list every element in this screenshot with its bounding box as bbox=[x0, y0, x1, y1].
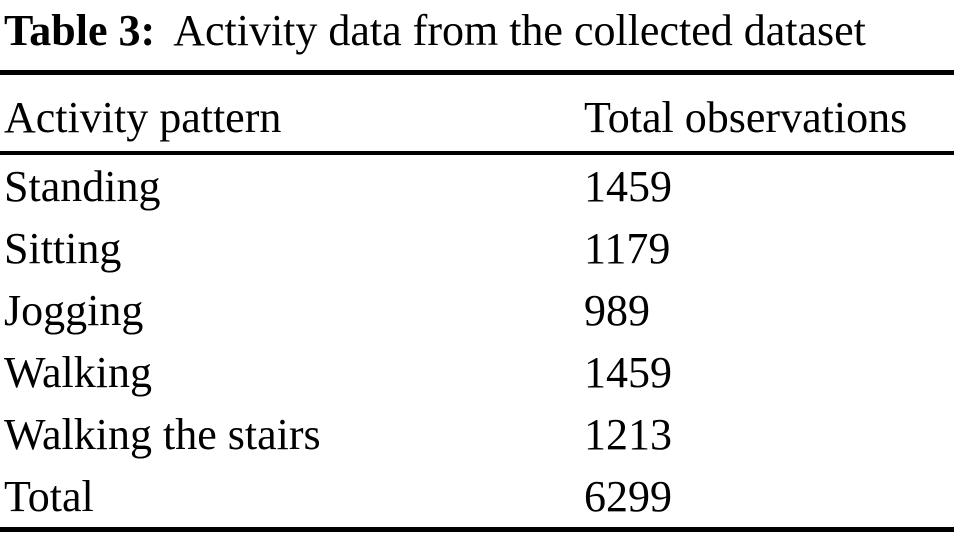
table-caption-label: Table 3: bbox=[4, 6, 156, 55]
table-header: Activity pattern Total observations bbox=[0, 72, 954, 155]
activity-cell: Sitting bbox=[4, 223, 122, 273]
observations-cell: 989 bbox=[584, 285, 650, 335]
observations-cell: 1213 bbox=[584, 409, 672, 459]
table-row: Sitting 1179 bbox=[0, 217, 954, 279]
column-header-activity-pattern: Activity pattern bbox=[0, 72, 584, 155]
table-row: Walking the stairs 1213 bbox=[0, 403, 954, 465]
table-body: Standing 1459 Sitting 1179 Jogging 989 W… bbox=[0, 153, 954, 530]
observations-cell: 1459 bbox=[584, 347, 672, 397]
activity-cell: Walking bbox=[4, 347, 152, 397]
table-row: Walking 1459 bbox=[0, 341, 954, 403]
table-row: Standing 1459 bbox=[0, 153, 954, 217]
activity-cell: Standing bbox=[4, 161, 161, 211]
table-caption: Table 3: Activity data from the collected… bbox=[0, 0, 954, 58]
activity-cell: Walking the stairs bbox=[4, 409, 321, 459]
table-row: Jogging 989 bbox=[0, 279, 954, 341]
observations-cell: 6299 bbox=[584, 471, 672, 521]
table-row: Total 6299 bbox=[0, 465, 954, 530]
observations-cell: 1459 bbox=[584, 161, 672, 211]
observations-cell: 1179 bbox=[584, 223, 671, 273]
activity-data-table: Activity pattern Total observations Stan… bbox=[0, 70, 954, 532]
column-header-total-observations: Total observations bbox=[584, 72, 954, 155]
activity-cell: Jogging bbox=[4, 285, 144, 335]
header-row: Activity pattern Total observations bbox=[0, 72, 954, 155]
table-caption-text: Activity data from the collected dataset bbox=[173, 6, 866, 55]
activity-cell: Total bbox=[4, 471, 94, 521]
